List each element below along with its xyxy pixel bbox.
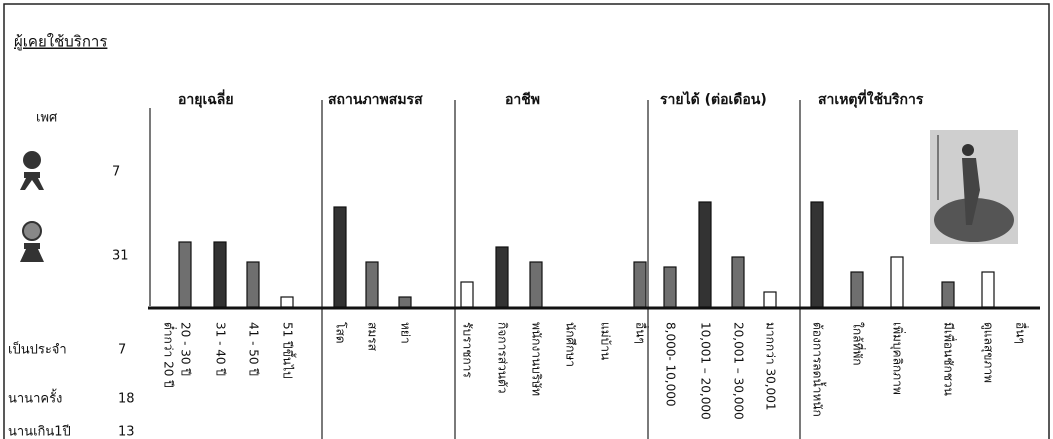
bar — [460, 281, 474, 308]
bar — [850, 271, 864, 308]
category-label: มีเพื่อนชักชวน — [942, 322, 958, 396]
frequency-value: 13 — [118, 425, 135, 439]
bar — [633, 261, 647, 308]
category-label: แม่บ้าน — [599, 322, 613, 360]
bar — [810, 201, 824, 308]
separators — [149, 100, 801, 439]
bar — [495, 246, 509, 308]
category-label: เพิ่มบุคลิกภาพ — [890, 322, 907, 395]
category-label: กิจการส่วนตัว — [496, 322, 510, 394]
photo — [930, 130, 1018, 244]
bar — [698, 201, 712, 308]
category-label: โสด — [334, 322, 348, 344]
category-label: 41 - 50 ปี — [247, 322, 261, 376]
gender-title: เพศ — [36, 111, 58, 126]
bar — [663, 266, 677, 308]
heading: ผู้เคยใช้บริการ — [14, 33, 107, 51]
female-icon — [20, 221, 44, 262]
category-label: ต่ำกว่า 20 ปี — [162, 322, 178, 388]
category-label: มากกว่า 30,001 — [764, 322, 778, 410]
chart-title: สถานภาพสมรส — [328, 92, 423, 108]
frequency-label: นานาครั้ง — [8, 389, 62, 407]
frequency-label: เป็นประจำ — [8, 340, 67, 358]
category-label: นักศึกษา — [564, 322, 578, 367]
gender-count: 7 — [112, 165, 120, 180]
category-label: อื่นๆ — [634, 322, 650, 344]
chart-title: อาชีพ — [505, 92, 540, 108]
category-label: สมรส — [366, 322, 380, 352]
bar — [941, 281, 955, 308]
bar — [178, 241, 192, 308]
bar — [246, 261, 260, 308]
category-label: 51 ปีขึ้นไป — [281, 322, 297, 379]
bar — [280, 296, 294, 308]
category-label: 20 - 30 ปี — [179, 322, 193, 376]
gender-count: 31 — [112, 249, 129, 264]
bar — [365, 261, 379, 308]
bar — [763, 291, 777, 308]
category-label: 10,001 – 20,000 — [699, 322, 713, 420]
category-label: ดูแลสุขภาพ — [981, 322, 996, 383]
category-label: พนักงานบริษัท — [530, 322, 544, 396]
chart-title: รายได้ (ต่อเดือน) — [660, 90, 767, 108]
bar — [981, 271, 995, 308]
chart-title: อายุเฉลี่ย — [178, 89, 234, 108]
category-label: ต้องการลดน้ำหนัก — [811, 322, 827, 417]
bar — [398, 296, 412, 308]
bar — [333, 206, 347, 308]
male-icon — [20, 151, 44, 190]
bar — [213, 241, 227, 308]
bar — [529, 261, 543, 308]
category-label: รับราชการ — [461, 322, 475, 378]
frequency-label: นานเกิน1ปี — [8, 424, 71, 439]
frequency-value: 18 — [118, 392, 135, 407]
category-label: 8,000- 10,000 — [664, 322, 678, 407]
category-label: หย่า — [399, 322, 413, 344]
category-label: ใกล้ที่พัก — [851, 322, 867, 366]
frequency-value: 7 — [118, 343, 126, 358]
category-label: 20,001 – 30,000 — [732, 322, 746, 420]
bar — [890, 256, 904, 308]
category-label: อื่นๆ — [1014, 322, 1030, 344]
frame — [3, 3, 1050, 439]
chart-title: สาเหตุที่ใช้บริการ — [818, 89, 924, 108]
bar — [731, 256, 745, 308]
category-label: 31 - 40 ปี — [214, 322, 228, 376]
